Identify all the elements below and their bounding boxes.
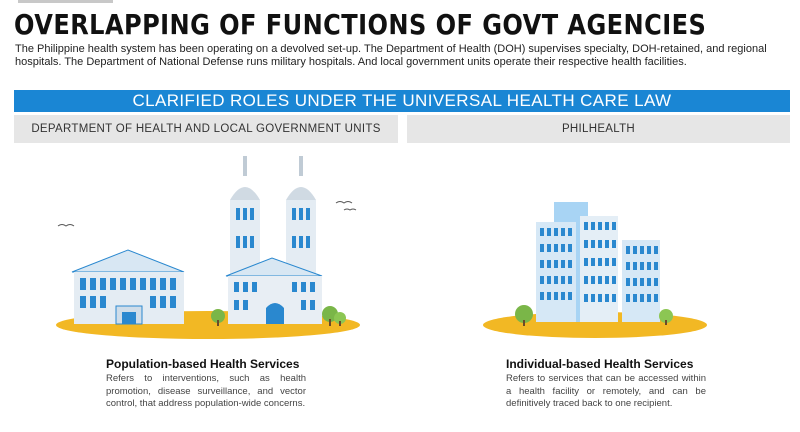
office-tower-icon (483, 202, 707, 338)
service-title-individual: Individual-based Health Services (506, 357, 694, 371)
service-title-population: Population-based Health Services (106, 357, 300, 371)
service-desc-individual: Refers to services that can be accessed … (506, 373, 706, 409)
top-strip (18, 0, 113, 3)
bird-icon (343, 208, 357, 211)
bird-icon (335, 201, 353, 204)
column-heading-philhealth: PHILHEALTH (407, 115, 790, 143)
column-heading-doh-lgu: DEPARTMENT OF HEALTH AND LOCAL GOVERNMEN… (14, 115, 398, 143)
bird-icon (57, 224, 75, 227)
page-title: OVERLAPPING OF FUNCTIONS OF GOVT AGENCIE… (14, 8, 707, 41)
hospital-cathedral-icon (56, 156, 360, 339)
roles-banner: CLARIFIED ROLES UNDER THE UNIVERSAL HEAL… (14, 90, 790, 112)
intro-paragraph: The Philippine health system has been op… (15, 43, 767, 68)
service-desc-population: Refers to interventions, such as health … (106, 373, 306, 409)
